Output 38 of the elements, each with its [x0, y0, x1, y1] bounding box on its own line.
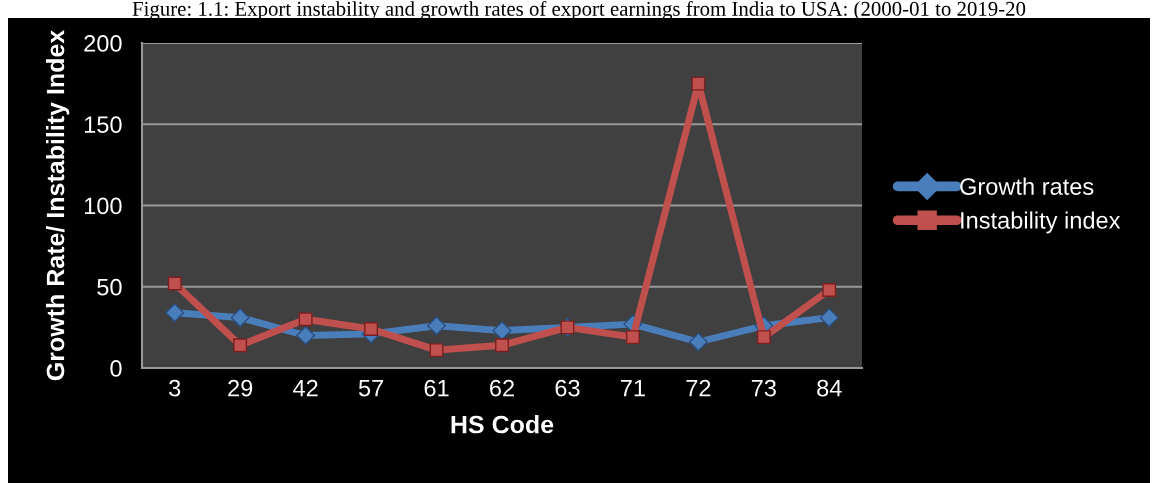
y-tick-label: 100 — [84, 197, 122, 215]
x-tick-label: 72 — [686, 379, 711, 397]
point — [167, 276, 182, 291]
x-tick-label: 73 — [751, 379, 776, 397]
legend-label: Instability index — [961, 211, 1121, 234]
x-tick-label: 62 — [490, 379, 514, 397]
point — [822, 283, 837, 297]
point — [230, 308, 250, 328]
y-tick-label: 150 — [84, 116, 122, 134]
point — [364, 322, 379, 336]
point — [756, 330, 771, 345]
point — [688, 332, 708, 352]
x-tick-label: 63 — [555, 379, 580, 397]
chart-title: Figure: 1.1: Export instability and growth rates of export earnings from India to USA: (2000-01 to 2019-20 — [132, 1, 1026, 21]
y-tick-label: 50 — [97, 278, 122, 296]
y-tick-label: 200 — [84, 35, 122, 52]
point — [427, 316, 447, 336]
x-tick-label: 61 — [424, 379, 449, 397]
y-tick-label: 0 — [110, 360, 122, 377]
legend-label: Growth rates — [960, 177, 1094, 195]
x-tick-label: 29 — [228, 379, 253, 397]
x-axis-title: HS Code — [451, 415, 554, 434]
y-axis-title: Growth Rate/ Instability Index — [45, 29, 70, 381]
point — [691, 76, 706, 91]
x-tick-label: 3 — [169, 379, 181, 397]
point — [296, 325, 316, 346]
point — [492, 321, 512, 341]
x-tick-label: 57 — [358, 379, 384, 397]
point — [429, 343, 444, 358]
point — [298, 312, 313, 327]
point — [819, 308, 839, 328]
point — [233, 338, 248, 353]
x-tick-label: 71 — [620, 379, 645, 397]
point — [625, 330, 640, 345]
x-tick-label: 42 — [293, 379, 318, 397]
x-tick-label: 84 — [817, 379, 842, 397]
point — [495, 338, 509, 353]
point — [165, 303, 185, 323]
